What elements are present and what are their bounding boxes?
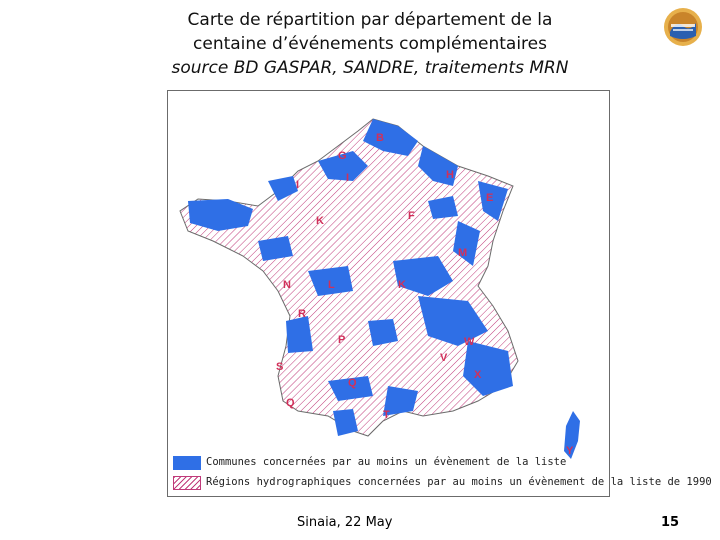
region-label: Q bbox=[348, 377, 357, 389]
region-label: R bbox=[298, 308, 306, 320]
region-label: N bbox=[283, 279, 291, 291]
blue-communes bbox=[188, 119, 513, 436]
region-label: B bbox=[376, 132, 384, 144]
region-label: K bbox=[316, 215, 324, 227]
region-label: F bbox=[408, 210, 415, 222]
region-label: M bbox=[458, 247, 467, 259]
legend-swatch-regions bbox=[173, 476, 201, 490]
region-label: P bbox=[338, 334, 345, 346]
region-label: G bbox=[338, 150, 347, 162]
region-labels: B G H I I E F K M L N K R P W V S X Q Q … bbox=[276, 132, 574, 457]
mrn-logo-icon bbox=[662, 6, 704, 48]
region-label: L bbox=[328, 279, 335, 291]
map-panel: B G H I I E F K M L N K R P W V S X Q Q … bbox=[167, 90, 712, 497]
france-map: B G H I I E F K M L N K R P W V S X Q Q … bbox=[179, 118, 580, 459]
region-label: W bbox=[464, 336, 475, 348]
region-label: Q bbox=[286, 397, 295, 409]
region-label: S bbox=[276, 361, 283, 373]
legend-label-regions: Régions hydrographiques concernées par a… bbox=[206, 476, 712, 488]
legend-label-communes: Communes concernées par au moins un évèn… bbox=[206, 456, 567, 468]
title-line-1: Carte de répartition par département de … bbox=[187, 10, 553, 30]
page-number: 15 bbox=[661, 515, 680, 530]
region-label: K bbox=[398, 279, 406, 291]
region-label: E bbox=[486, 192, 493, 204]
slide-title: Carte de répartition par département de … bbox=[150, 8, 590, 80]
region-label: T bbox=[383, 409, 390, 421]
corsica bbox=[564, 411, 580, 459]
region-label: X bbox=[474, 369, 482, 381]
region-label: I bbox=[346, 172, 349, 184]
region-label: V bbox=[440, 352, 448, 364]
region-label: H bbox=[446, 169, 454, 181]
title-line-3: source BD GASPAR, SANDRE, traitements MR… bbox=[171, 58, 569, 78]
region-label: I bbox=[296, 179, 299, 191]
region-label: Y bbox=[566, 445, 574, 457]
title-line-2: centaine d’événements complémentaires bbox=[193, 34, 547, 54]
footer-location-date: Sinaia, 22 May bbox=[297, 515, 393, 530]
legend-swatch-communes bbox=[173, 456, 201, 470]
